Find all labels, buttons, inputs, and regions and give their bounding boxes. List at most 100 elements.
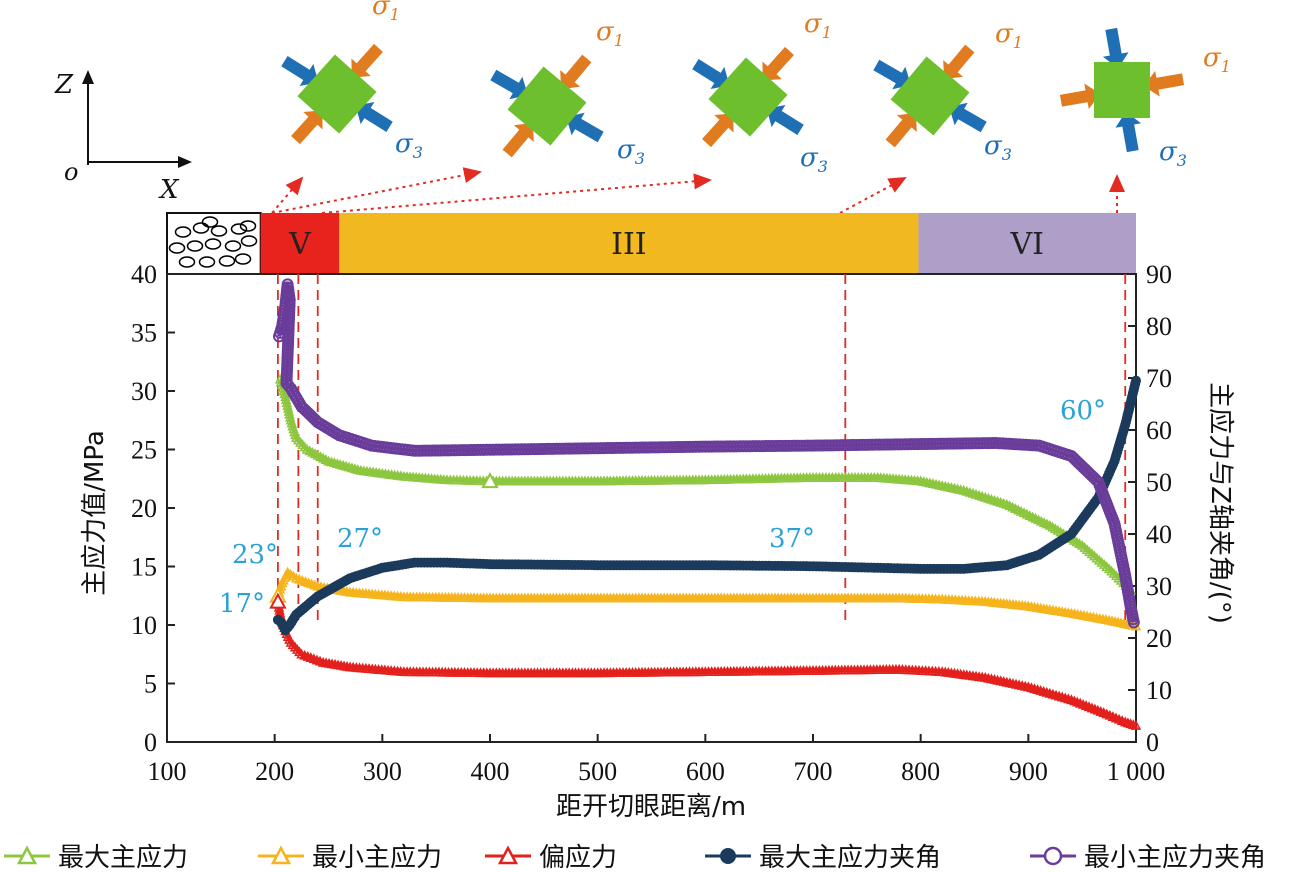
sigma3-sub: 3 <box>635 149 645 168</box>
angle-label: 23° <box>232 540 278 570</box>
sigma1-label: σ1 <box>995 19 1023 52</box>
angle-label: 27° <box>337 524 383 554</box>
series-group <box>269 278 1142 730</box>
angle-label: 17° <box>219 589 265 619</box>
x-tick-label: 100 <box>148 757 187 786</box>
zone-label: III <box>611 227 647 262</box>
series-marker <box>1131 375 1141 386</box>
series-line <box>275 601 1137 728</box>
legend-label: 最大主应力 <box>58 843 188 872</box>
gravel-symbol <box>198 256 216 268</box>
series-5 <box>272 278 1140 629</box>
sigma1-arrow <box>702 113 734 148</box>
sigma3-arrow-head <box>1102 52 1129 69</box>
angle-label: 60° <box>1060 396 1106 426</box>
y-left-tick-label: 10 <box>131 611 157 640</box>
x-tick-label: 200 <box>255 757 294 786</box>
gravel-symbol <box>210 225 228 237</box>
gravel-symbol <box>239 220 257 232</box>
y-right-tick-label: 80 <box>1146 312 1172 341</box>
sigma3-sub: 3 <box>1177 151 1187 170</box>
axis-triad: Z o X <box>54 70 192 205</box>
zone-2 <box>339 213 919 274</box>
sigma1-arrow <box>1059 83 1101 110</box>
sigma3-label: σ3 <box>617 135 645 168</box>
sigma1-arrow <box>885 112 917 148</box>
sigma1-arrow-shaft <box>1059 89 1090 107</box>
legend-marker <box>720 848 736 864</box>
legend-marker <box>497 845 519 865</box>
sigma3-arrow <box>1102 27 1129 69</box>
sigma1-arrow-shaft <box>947 44 975 74</box>
series-marker <box>1127 616 1140 629</box>
sigma3-sub: 3 <box>413 143 423 162</box>
gravel-symbol <box>218 255 236 267</box>
y-left-tick-label: 0 <box>144 728 157 757</box>
x-tick-label: 700 <box>794 757 833 786</box>
sigma3-arrow-shaft <box>873 59 904 85</box>
sigma3-arrow-shaft <box>362 106 393 132</box>
sigma1-label: σ1 <box>596 17 624 50</box>
legend-item: 最大主应力夹角 <box>705 843 941 872</box>
stress-element-4: σ1 σ3 <box>873 19 1023 164</box>
zone-connector-arrow <box>271 176 304 214</box>
y-right-tick-label: 60 <box>1146 416 1172 445</box>
sigma1-arrow <box>291 110 323 145</box>
axis-triad-x: X <box>158 175 180 205</box>
y-right-tick-label: 40 <box>1146 520 1172 549</box>
sigma3-arrow-head <box>1115 111 1142 128</box>
legend-label: 最小主应力夹角 <box>1084 843 1266 872</box>
sigma1-label: σ1 <box>372 0 400 24</box>
y-left-tick-label: 20 <box>131 494 157 523</box>
zone-connector-arrow <box>839 177 907 214</box>
stress-square <box>297 54 377 134</box>
x-tick-label: 800 <box>901 757 940 786</box>
gravel-symbol <box>230 223 248 235</box>
sigma3-sub: 3 <box>818 157 828 176</box>
series-4 <box>272 375 1141 636</box>
gravel-symbol <box>186 240 204 252</box>
y-left-tick-label: 5 <box>144 670 157 699</box>
series-3 <box>269 592 1142 730</box>
y-right-tick-label: 10 <box>1146 676 1172 705</box>
angle-labels: 23° 17° 27° 37° 60° <box>219 396 1106 619</box>
sigma1-arrow <box>943 44 975 80</box>
sigma1-arrow-head <box>351 58 371 78</box>
y-left-tick-label: 30 <box>131 377 157 406</box>
sigma1-arrow-shaft <box>502 128 530 158</box>
sigma1-sub: 1 <box>822 23 832 42</box>
legend-item: 最小主应力夹角 <box>1030 843 1266 872</box>
legend-marker <box>1043 846 1063 866</box>
legend-marker <box>270 845 292 865</box>
sigma3-arrow <box>1115 111 1142 153</box>
sigma1-arrow-head <box>943 60 964 80</box>
x-tick-label: 1 000 <box>1107 757 1166 786</box>
y-right-tick-label: 30 <box>1146 572 1172 601</box>
zone-band: V III VI <box>166 212 1136 275</box>
sigma1-arrow-head <box>762 61 782 81</box>
y-left-tick-label: 25 <box>131 436 157 465</box>
y-left-tick-label: 40 <box>131 260 157 289</box>
y-axis-label-left: 主应力值/MPa <box>80 430 110 596</box>
sigma1-arrow-head <box>303 110 323 130</box>
stress-square <box>708 57 788 137</box>
sigma1-arrow <box>351 43 383 78</box>
sigma1-arrow-head <box>1084 83 1101 110</box>
sigma3-arrow-shaft <box>956 107 987 133</box>
zone-connector-arrow <box>271 167 482 214</box>
axis-triad-z: Z <box>54 70 74 100</box>
zone-label: V <box>288 227 312 262</box>
x-tick-label: 900 <box>1009 757 1048 786</box>
sigma3-label: σ3 <box>395 129 423 162</box>
series-line <box>277 378 1133 592</box>
y-right-tick-label: 20 <box>1146 624 1172 653</box>
sigma1-sub: 1 <box>1221 57 1231 76</box>
series-2 <box>269 566 1142 631</box>
stress-element-5: σ1 σ3 <box>1059 27 1231 170</box>
gravel-symbol <box>234 253 252 265</box>
gravel-symbol <box>168 242 186 254</box>
series-marker <box>1130 720 1142 730</box>
series-marker-key <box>269 592 287 609</box>
sigma1-sub: 1 <box>1013 33 1023 52</box>
y-left-tick-label: 35 <box>131 319 157 348</box>
